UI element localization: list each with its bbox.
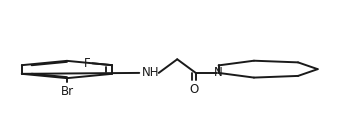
Text: F: F bbox=[84, 57, 91, 70]
Text: NH: NH bbox=[142, 66, 159, 79]
Text: N: N bbox=[214, 66, 223, 79]
Text: O: O bbox=[189, 83, 198, 96]
Text: Br: Br bbox=[60, 85, 74, 98]
